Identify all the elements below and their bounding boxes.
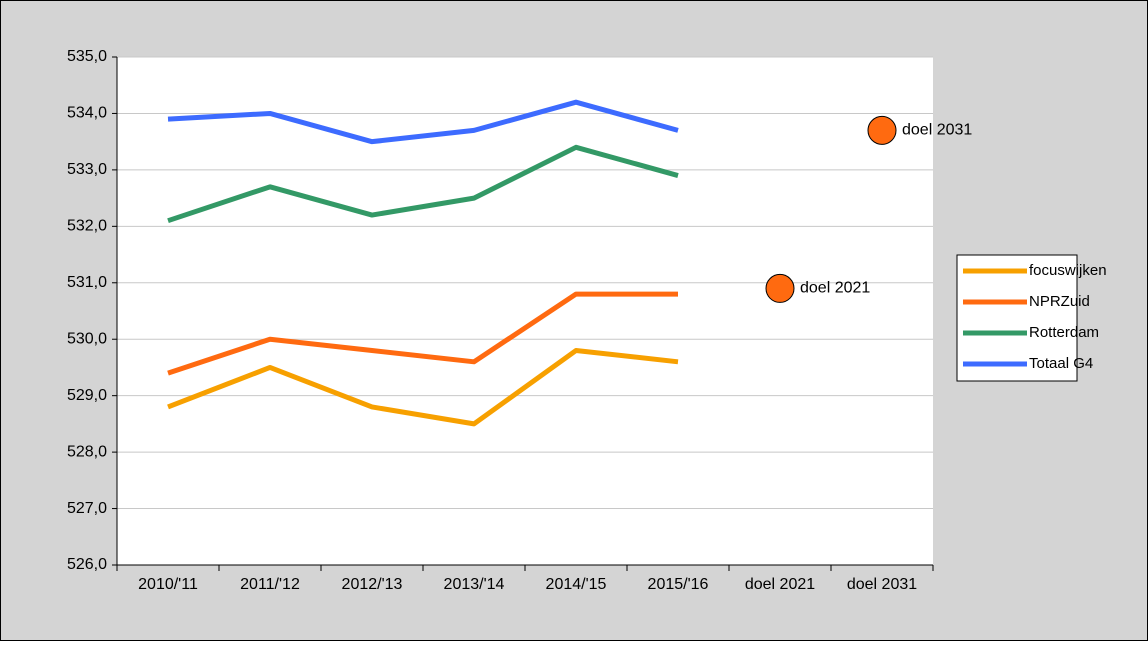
series-line (167, 144, 679, 224)
target-marker (765, 273, 795, 303)
legend-label: NPRZuid (1029, 293, 1090, 310)
y-tick-label: 533,0 (67, 161, 107, 178)
y-tick-label: 527,0 (67, 500, 107, 517)
x-tick-label: doel 2021 (745, 576, 815, 593)
plot-area (117, 57, 933, 565)
x-tick-label: 2011/'12 (240, 576, 300, 593)
annotation: doel 2021 (800, 280, 870, 297)
y-tick-label: 530,0 (67, 330, 107, 347)
y-tick-label: 531,0 (67, 274, 107, 291)
x-tick-label: 2015/'16 (648, 576, 709, 593)
y-tick-label: 526,0 (67, 556, 107, 573)
y-tick-label: 535,0 (67, 48, 107, 65)
x-tick-label: 2013/'14 (444, 576, 505, 593)
legend (956, 254, 1078, 382)
x-tick-label: 2010/'11 (138, 576, 198, 593)
legend-label: Rotterdam (1029, 324, 1099, 341)
annotation: doel 2031 (902, 122, 972, 139)
legend-label: Totaal G4 (1029, 355, 1093, 372)
target-marker (867, 115, 897, 145)
y-tick-label: 532,0 (67, 218, 107, 235)
series-line (167, 291, 678, 376)
legend-label: focuswijken (1029, 262, 1107, 279)
y-tick-label: 534,0 (67, 105, 107, 122)
x-tick-label: 2012/'13 (342, 576, 403, 593)
y-tick-label: 529,0 (67, 387, 107, 404)
series-line (167, 348, 679, 427)
y-tick-label: 528,0 (67, 443, 107, 460)
x-tick-label: 2014/'15 (546, 576, 607, 593)
series-line (167, 99, 679, 145)
x-tick-label: doel 2031 (847, 576, 917, 593)
